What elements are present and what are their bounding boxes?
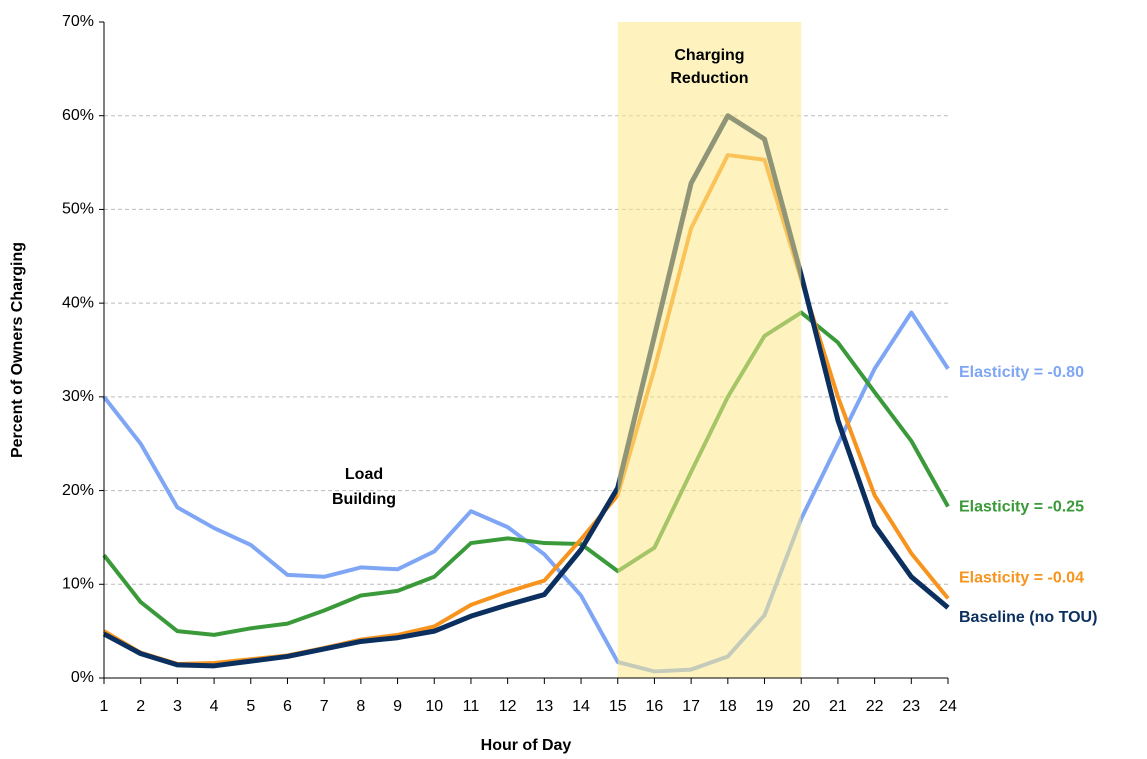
- x-tick-label: 14: [572, 698, 590, 715]
- series-line: [102, 113, 950, 669]
- series-label: Elasticity = -0.25: [959, 499, 1084, 516]
- x-tick-label: 13: [535, 698, 553, 715]
- x-tick-label: 20: [792, 698, 810, 715]
- x-tick-label: 3: [173, 698, 182, 715]
- x-tick-label: 11: [463, 698, 480, 715]
- series-label: Elasticity = -0.80: [959, 364, 1084, 381]
- x-tick-label: 16: [646, 698, 664, 715]
- series-line: [102, 310, 950, 637]
- x-tick-label: 8: [356, 698, 365, 715]
- y-tick-label: 0%: [71, 669, 94, 686]
- x-tick-label: 9: [393, 698, 402, 715]
- y-tick-label: 20%: [62, 482, 94, 499]
- x-tick-label: 4: [210, 698, 219, 715]
- y-tick-label: 30%: [62, 388, 94, 405]
- series-label: Elasticity = -0.04: [959, 570, 1084, 587]
- y-tick-label: 10%: [62, 576, 94, 593]
- x-tick-label: 1: [100, 698, 109, 715]
- x-tick-label: 23: [902, 698, 920, 715]
- highlight-label: Reduction: [670, 70, 748, 87]
- x-tick-label: 17: [682, 698, 700, 715]
- y-tick-label: 60%: [62, 107, 94, 124]
- y-tick-label: 70%: [62, 13, 94, 30]
- highlight-band: [617, 22, 802, 678]
- x-tick-label: 15: [609, 698, 627, 715]
- x-tick-label: 10: [425, 698, 443, 715]
- x-axis-title: Hour of Day: [481, 737, 572, 754]
- x-tick-label: 21: [829, 698, 847, 715]
- series-label: Baseline (no TOU): [959, 609, 1097, 626]
- annotation: Load: [345, 466, 383, 483]
- y-tick-label: 50%: [62, 201, 94, 218]
- x-tick-label: 18: [719, 698, 737, 715]
- x-tick-label: 22: [866, 698, 884, 715]
- x-tick-label: 5: [246, 698, 255, 715]
- x-tick-label: 6: [283, 698, 292, 715]
- y-axis-title: Percent of Owners Charging: [9, 242, 26, 458]
- x-tick-label: 19: [756, 698, 774, 715]
- series-line: [102, 153, 950, 666]
- series-line: [102, 310, 950, 674]
- x-tick-label: 2: [136, 698, 145, 715]
- x-tick-label: 7: [320, 698, 329, 715]
- highlight-label: Charging: [674, 47, 744, 64]
- annotation: Building: [332, 491, 396, 508]
- x-tick-label: 24: [939, 698, 957, 715]
- y-tick-label: 40%: [62, 294, 94, 311]
- x-tick-label: 12: [499, 698, 517, 715]
